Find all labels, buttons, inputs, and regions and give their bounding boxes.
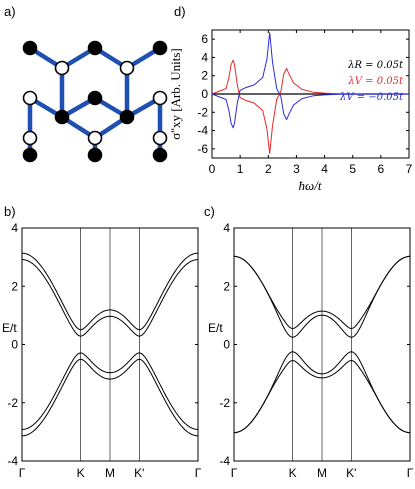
chart-d-xtick-label: 3 (293, 162, 300, 176)
band-ytick-label: -2 (219, 396, 230, 410)
panel-label-c: c) (204, 204, 215, 219)
band-ytick-label: 4 (223, 221, 230, 235)
chart-d-xtick-label: 1 (237, 162, 244, 176)
lattice-site-filled (87, 40, 103, 56)
panel-label-a: a) (4, 4, 16, 19)
band-curve-1 (234, 255, 410, 338)
lattice-site-open (22, 90, 38, 106)
band-ytick-label: 2 (11, 279, 18, 293)
chart-d-series (211, 32, 410, 154)
lattice-site-filled (152, 147, 168, 163)
panel-label-d: d) (174, 4, 186, 19)
lattice-site-filled (87, 147, 103, 163)
chart-d-ytick-label: -6 (197, 142, 208, 156)
chart-d-legend: λR = 0.05t λV = 0.05t λV = −0.05t (339, 60, 404, 103)
chart-d-ytick-label: 6 (201, 32, 208, 46)
lattice-site-open (87, 130, 103, 146)
lattice-site-filled (22, 147, 38, 163)
band-curve-3 (234, 351, 410, 434)
kpoint-label: M (317, 466, 327, 480)
band-ytick-label: -2 (7, 396, 18, 410)
chart-d-ytick-label: 0 (201, 87, 208, 101)
band-ytick-label: 4 (11, 221, 18, 235)
lattice-site-filled (54, 109, 70, 125)
band-curve-2 (21, 358, 199, 437)
chart-b-bands (21, 252, 199, 437)
lattice-site-filled (87, 90, 103, 106)
chart-d-xtick-label: 5 (349, 162, 356, 176)
legend-entry-lambda-v-pos: λV = 0.05t (347, 76, 404, 87)
chart-d-xtick-label: 7 (406, 162, 413, 176)
chart-d-xtick-label: 2 (265, 162, 272, 176)
honeycomb-lattice (22, 40, 168, 163)
chart-d-ytick-label: 4 (201, 50, 208, 64)
lattice-site-filled (152, 40, 168, 56)
lattice-site-open (152, 90, 168, 106)
lattice-site-open (54, 60, 70, 76)
lattice-site-open (22, 130, 38, 146)
lattice-site-open (152, 130, 168, 146)
conductivity-chart: 0 1 2 3 4 5 6 7 -6 -4 -2 0 2 4 6 λR = 0.05t λV = 0.05t… (168, 29, 413, 193)
band-curve-3 (22, 352, 198, 430)
chart-d-xlabel: ħω/t (299, 178, 322, 193)
lattice-site-filled (119, 109, 135, 125)
panel-label-b: b) (4, 204, 16, 219)
band-ytick-label: 2 (223, 279, 230, 293)
kpoint-label: Γ (407, 466, 414, 480)
kpoint-label: Γ (231, 466, 238, 480)
legend-entry-lambda-r: λR = 0.05t (347, 60, 404, 71)
lattice-site-filled (22, 40, 38, 56)
lattice-site-open (119, 60, 135, 76)
chart-c-bands (234, 255, 410, 434)
chart-c-ylabel: E/t (208, 321, 223, 335)
chart-d-series-1 (211, 59, 410, 154)
chart-b-ylabel: E/t (2, 321, 17, 335)
chart-d-ytick-label: -2 (197, 105, 208, 119)
kpoint-label: K' (346, 466, 356, 480)
legend-entry-lambda-v-neg: λV = −0.05t (339, 92, 404, 103)
chart-d-series-2 (211, 32, 410, 129)
kpoint-label: Γ (195, 466, 202, 480)
kpoint-label: Γ (19, 466, 26, 480)
chart-d-ytick-label: 2 (201, 69, 208, 83)
chart-d-xtick-label: 6 (378, 162, 385, 176)
chart-d-ticks: 0 1 2 3 4 5 6 7 -6 -4 -2 0 2 4 6 (197, 30, 413, 176)
kpoint-label: K (289, 466, 297, 480)
kpoint-label: K (77, 466, 85, 480)
band-curve-1 (22, 259, 198, 337)
band-ytick-label: 0 (11, 338, 18, 352)
chart-d-ytick-label: -4 (197, 124, 208, 138)
band-curve-0 (21, 252, 199, 331)
band-ytick-label: 0 (223, 338, 230, 352)
band-ytick-label: -4 (219, 454, 230, 468)
chart-d-ylabel: σ''xy [Arb. Units] (168, 48, 183, 140)
kpoint-label: K' (134, 466, 144, 480)
kpoint-label: M (105, 466, 115, 480)
band-ytick-label: -4 (7, 454, 18, 468)
chart-d-xtick-label: 4 (321, 162, 328, 176)
chart-d-xtick-label: 0 (209, 162, 216, 176)
